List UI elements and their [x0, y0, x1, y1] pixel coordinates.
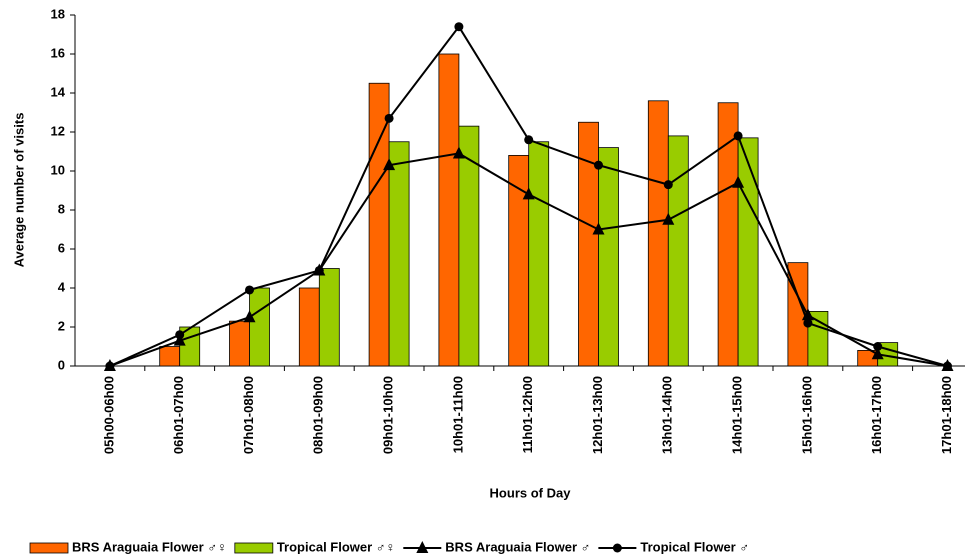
x-tick-label: 17h01-18h00 [939, 376, 954, 454]
marker [592, 222, 605, 235]
marker [522, 187, 535, 200]
y-tick-label: 18 [51, 6, 65, 21]
legend-swatch [234, 542, 274, 554]
marker [173, 333, 186, 346]
legend-marker [416, 541, 429, 553]
marker [383, 158, 396, 171]
x-tick-label: 07h01-08h00 [241, 376, 256, 454]
y-tick-label: 6 [58, 240, 65, 255]
legend-label: BRS Araguaia Flower ♂♀ [72, 539, 227, 554]
y-axis-title: Average number of visits [11, 113, 26, 268]
bar [229, 320, 250, 367]
marker [243, 310, 256, 323]
bar [458, 125, 480, 367]
bar [318, 268, 340, 367]
x-tick-label: 15h01-16h00 [799, 376, 814, 454]
legend-label: Tropical Flower ♂ [640, 539, 749, 554]
x-axis-title: Hours of Day [490, 485, 572, 500]
y-tick-label: 0 [58, 357, 65, 372]
bar [388, 141, 410, 367]
marker [314, 265, 324, 275]
x-tick-label: 13h01-14h00 [660, 376, 675, 454]
bar [647, 100, 669, 367]
marker [662, 212, 675, 225]
bar [298, 287, 320, 367]
x-tick-label: 10h01-11h00 [450, 376, 465, 453]
marker [732, 175, 745, 188]
x-tick-label: 06h01-07h00 [171, 376, 186, 454]
y-tick-label: 10 [51, 162, 65, 177]
x-tick-label: 14h01-15h00 [730, 376, 745, 454]
x-tick-label: 09h01-10h00 [381, 376, 396, 454]
x-tick-label: 16h01-17h00 [869, 376, 884, 454]
marker [524, 135, 534, 145]
legend-marker [612, 543, 622, 553]
marker [245, 285, 254, 295]
marker [871, 347, 884, 360]
bar [667, 135, 689, 367]
x-tick-label: 12h01-13h00 [590, 376, 605, 454]
bar [179, 326, 201, 367]
bar [528, 141, 550, 367]
legend-swatch [29, 542, 69, 554]
legend-label: Tropical Flower ♂♀ [277, 539, 395, 554]
y-tick-label: 8 [58, 201, 65, 216]
bar [598, 147, 619, 367]
marker [873, 342, 883, 351]
marker [594, 160, 603, 170]
bar [438, 53, 460, 367]
x-tick-label: 05h00-06h00 [101, 376, 116, 454]
bar [508, 154, 530, 367]
marker [663, 180, 673, 190]
marker [943, 361, 952, 371]
x-tick-label: 11h01-12h00 [520, 376, 535, 453]
marker [452, 146, 465, 159]
marker [733, 131, 743, 141]
x-tick-label: 08h01-09h00 [311, 376, 326, 454]
y-tick-label: 4 [58, 279, 66, 294]
y-tick-label: 14 [51, 84, 66, 99]
bar [159, 346, 181, 367]
bar [249, 287, 270, 367]
marker [105, 361, 115, 371]
legend: BRS Araguaia Flower ♂♀ Tropical Flower ♂♀… [29, 539, 749, 554]
y-tick-label: 16 [51, 45, 65, 60]
bar [737, 137, 759, 367]
legend-label: BRS Araguaia Flower ♂ [445, 539, 590, 554]
marker [175, 330, 185, 340]
marker [454, 22, 464, 32]
y-tick-label: 12 [51, 123, 65, 138]
marker [803, 318, 813, 328]
y-tick-label: 2 [58, 318, 65, 333]
marker [384, 113, 394, 123]
